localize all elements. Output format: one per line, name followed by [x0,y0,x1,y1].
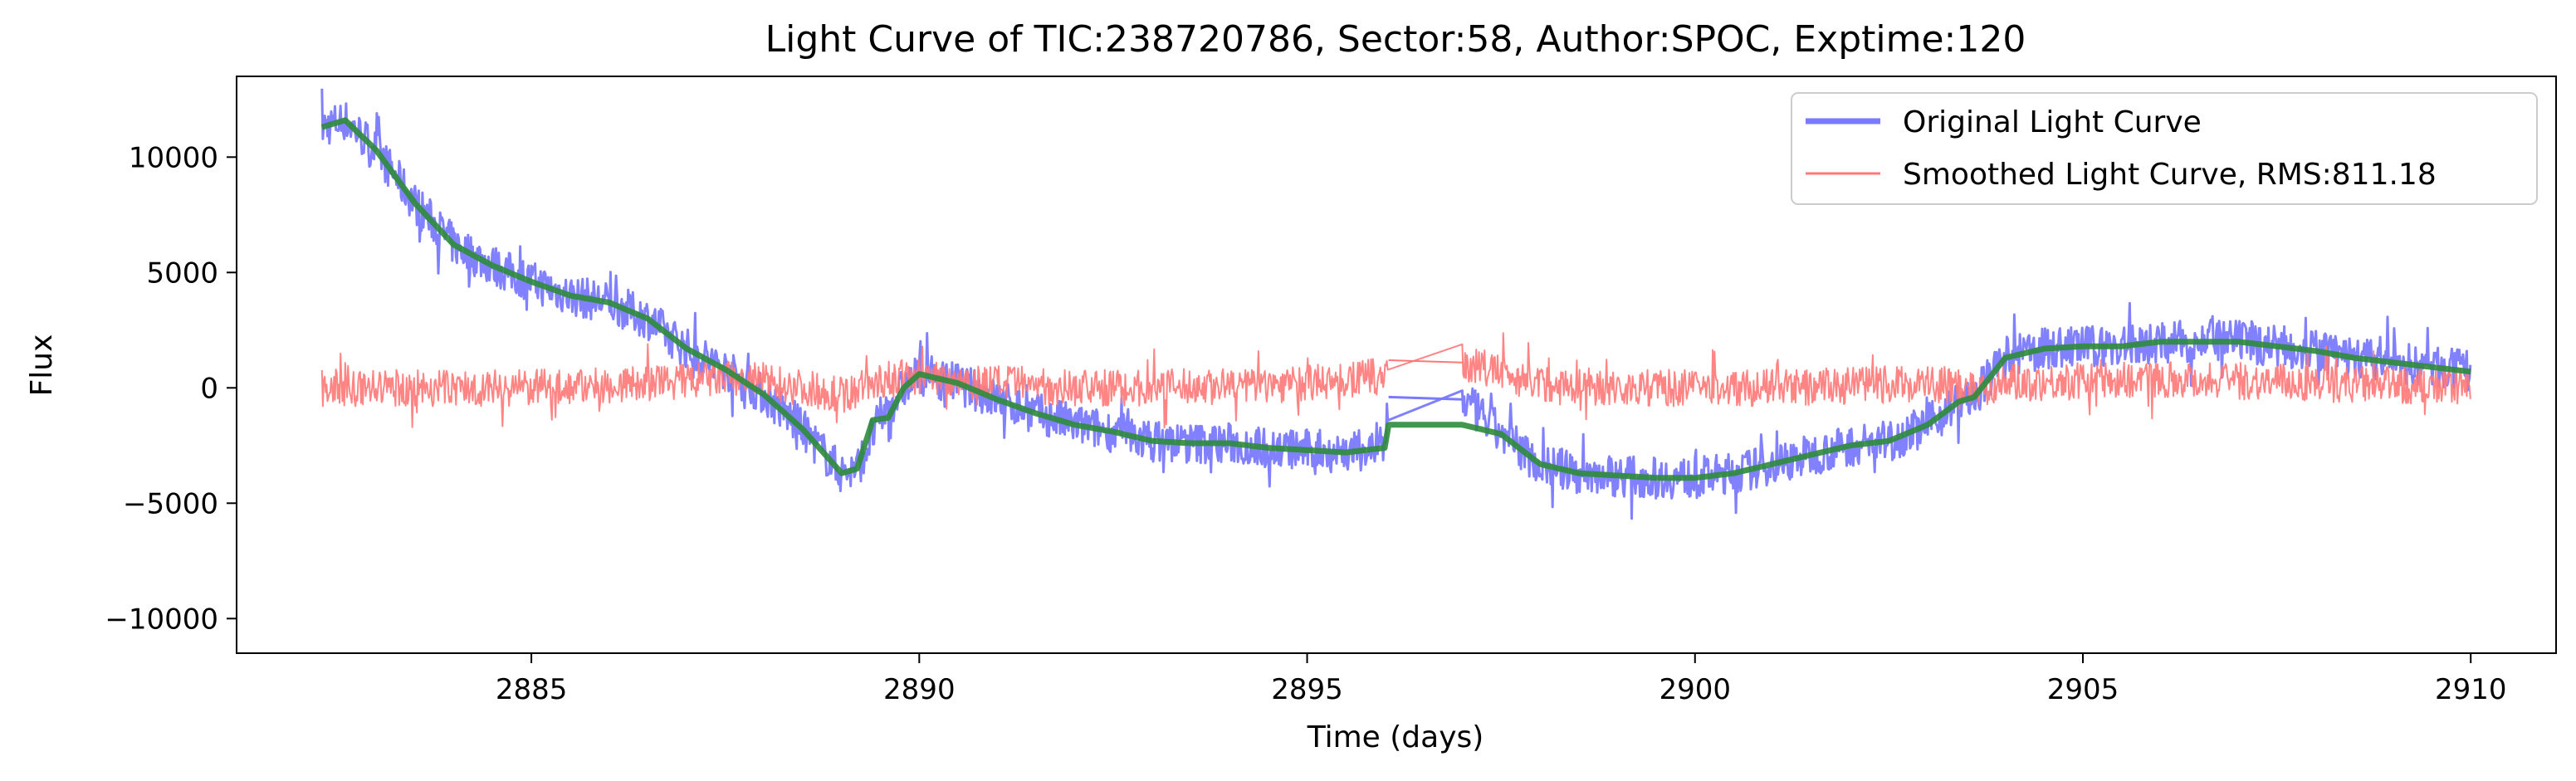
x-tick-label: 2895 [1271,673,1343,706]
series-residual-line [320,332,2471,429]
series-trend-line [320,117,2471,481]
x-tick-label: 2890 [883,673,956,706]
plot-frame [236,76,2557,654]
legend-label-original: Original Light Curve [1903,105,2202,139]
plot-series [320,88,2472,520]
x-axis: 2885 2890 2895 2900 2905 2910 [496,653,2507,706]
y-axis-label: Flux [25,334,59,397]
legend-box [1791,92,2538,205]
series-gap-line [1388,359,1463,364]
y-axis: 10000 5000 0 −5000 −10000 [105,141,237,636]
y-tick-label: −10000 [105,603,218,636]
x-tick-label: 2910 [2435,673,2507,706]
y-tick-label: 5000 [146,256,218,290]
y-tick-label: 10000 [129,141,218,174]
x-tick-label: 2885 [496,673,568,706]
x-axis-label: Time (days) [1307,720,1484,754]
x-tick-label: 2905 [2047,673,2119,706]
legend-label-smoothed: Smoothed Light Curve, RMS:811.18 [1903,158,2437,192]
chart-title: Light Curve of TIC:238720786, Sector:58,… [765,18,2026,61]
y-tick-label: 0 [200,372,218,405]
legend: Original Light Curve Smoothed Light Curv… [1791,92,2538,205]
y-tick-label: −5000 [123,487,218,520]
x-tick-label: 2900 [1659,673,1731,706]
series-gap-line [1388,395,1463,401]
